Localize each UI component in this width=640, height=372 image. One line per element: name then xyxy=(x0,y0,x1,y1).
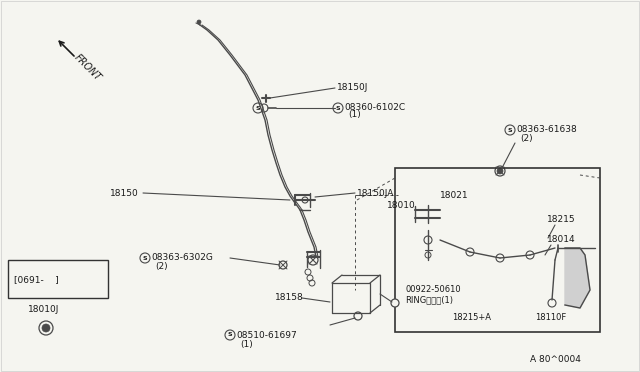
Text: 18150: 18150 xyxy=(110,189,139,198)
Circle shape xyxy=(354,312,362,320)
Circle shape xyxy=(302,197,308,203)
Circle shape xyxy=(308,255,318,265)
Text: (2): (2) xyxy=(155,263,168,272)
Text: (1): (1) xyxy=(348,110,361,119)
Text: 08510-61697: 08510-61697 xyxy=(236,330,297,340)
Circle shape xyxy=(497,168,503,174)
Text: S: S xyxy=(256,106,260,110)
Text: 18014: 18014 xyxy=(547,235,575,244)
Text: 00922-50610: 00922-50610 xyxy=(405,285,461,295)
Text: 18150J: 18150J xyxy=(337,83,369,93)
Text: RINGリング(1): RINGリング(1) xyxy=(405,295,453,305)
Text: S: S xyxy=(228,333,232,337)
Text: S: S xyxy=(143,256,147,260)
Text: 08363-61638: 08363-61638 xyxy=(516,125,577,135)
Circle shape xyxy=(253,103,263,113)
Text: A 80^0004: A 80^0004 xyxy=(530,356,581,365)
Bar xyxy=(395,168,600,332)
Circle shape xyxy=(505,125,515,135)
Circle shape xyxy=(333,103,343,113)
Text: 18215: 18215 xyxy=(547,215,575,224)
Circle shape xyxy=(140,253,150,263)
Text: 18010: 18010 xyxy=(387,201,416,209)
Circle shape xyxy=(39,321,53,335)
Text: FRONT: FRONT xyxy=(72,53,102,83)
Text: [0691-    ]: [0691- ] xyxy=(14,276,59,285)
Polygon shape xyxy=(565,248,590,308)
Text: 18021: 18021 xyxy=(440,190,468,199)
Text: 08360-6102C: 08360-6102C xyxy=(344,103,405,112)
Circle shape xyxy=(197,20,201,24)
Circle shape xyxy=(279,261,287,269)
Text: 18150JA: 18150JA xyxy=(357,189,394,198)
Text: (1): (1) xyxy=(240,340,253,349)
Circle shape xyxy=(42,324,50,332)
Text: S: S xyxy=(336,106,340,110)
Text: (2): (2) xyxy=(520,135,532,144)
Circle shape xyxy=(495,166,505,176)
Circle shape xyxy=(225,330,235,340)
Text: 18158: 18158 xyxy=(275,294,304,302)
Text: 18010J: 18010J xyxy=(28,305,60,314)
Bar xyxy=(8,260,108,298)
Text: 18110F: 18110F xyxy=(535,314,566,323)
Text: 08363-6302G: 08363-6302G xyxy=(151,253,213,263)
Text: S: S xyxy=(508,128,512,132)
Circle shape xyxy=(391,299,399,307)
Text: 18215+A: 18215+A xyxy=(452,314,491,323)
Circle shape xyxy=(260,104,268,112)
